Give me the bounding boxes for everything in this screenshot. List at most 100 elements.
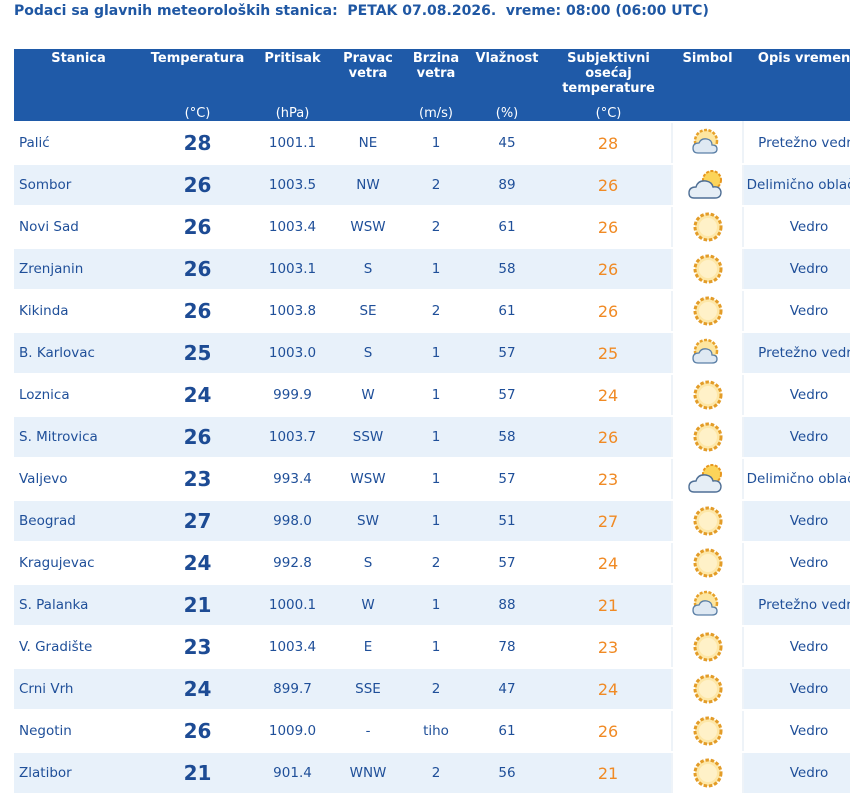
weather-icon bbox=[688, 753, 728, 793]
column-unit: (hPa) bbox=[275, 106, 310, 121]
table-cell: 61 bbox=[469, 709, 545, 753]
table-cell: Negotin bbox=[14, 709, 143, 753]
table-cell: 89 bbox=[469, 163, 545, 207]
table-cell: 26 bbox=[545, 415, 672, 459]
table-cell: V. Gradište bbox=[14, 625, 143, 669]
weather-icon bbox=[688, 375, 728, 415]
table-row: Crni Vrh 24 899.7 SSE 2 47 24 Vedro bbox=[14, 667, 850, 711]
column-name: Brzina vetra bbox=[412, 51, 460, 81]
table-cell: 88 bbox=[469, 583, 545, 627]
table-row: Kragujevac 24 992.8 S 2 57 24 Vedro bbox=[14, 541, 850, 585]
table-cell: 27 bbox=[545, 499, 672, 543]
table-cell: S bbox=[333, 331, 403, 375]
weather-icon bbox=[688, 165, 728, 205]
table-cell: 57 bbox=[469, 331, 545, 375]
table-cell: Zrenjanin bbox=[14, 247, 143, 291]
table-cell: 993.4 bbox=[252, 457, 333, 501]
table-row: Novi Sad 26 1003.4 WSW 2 61 26 Vedro bbox=[14, 205, 850, 249]
table-row: Negotin 26 1009.0- tiho 61 26 Vedro bbox=[14, 709, 850, 753]
table-cell: 24 bbox=[545, 541, 672, 585]
table-cell: 23 bbox=[545, 625, 672, 669]
symbol-cell bbox=[671, 709, 744, 753]
table-cell: Valjevo bbox=[14, 457, 143, 501]
table-cell: S. Mitrovica bbox=[14, 415, 143, 459]
table-cell: 24 bbox=[143, 541, 252, 585]
table-row: B. Karlovac 25 1003.0 S 1 57 25 Pretežno vedro bbox=[14, 331, 850, 375]
page-title: Podaci sa glavnih meteoroloških stanica:… bbox=[14, 3, 709, 19]
weather-icon bbox=[688, 417, 728, 457]
table-row: Zrenjanin 26 1003.1 S 1 58 26 Vedro bbox=[14, 247, 850, 291]
table-cell: NE bbox=[333, 121, 403, 165]
table-cell: 26 bbox=[545, 205, 672, 249]
column-name: Temperatura bbox=[150, 51, 245, 66]
table-cell: 24 bbox=[545, 667, 672, 711]
table-cell: 1 bbox=[403, 331, 469, 375]
table-cell: 24 bbox=[545, 373, 672, 417]
table-cell: Beograd bbox=[14, 499, 143, 543]
table-cell: W bbox=[333, 583, 403, 627]
table-cell: 57 bbox=[469, 373, 545, 417]
table-cell: SSE bbox=[333, 667, 403, 711]
table-cell: SW bbox=[333, 499, 403, 543]
description-cell: Vedro bbox=[743, 709, 850, 753]
table-cell: 1003.5 bbox=[252, 163, 333, 207]
weather-icon bbox=[688, 333, 728, 373]
table-cell: 1 bbox=[403, 457, 469, 501]
description-cell: Vedro bbox=[743, 415, 850, 459]
table-cell: 23 bbox=[143, 625, 252, 669]
table-cell: 2 bbox=[403, 163, 469, 207]
table-cell: 26 bbox=[143, 163, 252, 207]
table-cell: 21 bbox=[545, 751, 672, 795]
table-cell: 56 bbox=[469, 751, 545, 795]
weather-icon bbox=[688, 543, 728, 583]
table-cell: B. Karlovac bbox=[14, 331, 143, 375]
column-header: Temperatura (°C) bbox=[143, 49, 252, 122]
description-cell: Vedro bbox=[743, 499, 850, 543]
column-name: Subjektivni osećaj temperature bbox=[562, 51, 655, 96]
table-cell: 999.9 bbox=[252, 373, 333, 417]
table-cell: S bbox=[333, 247, 403, 291]
table-cell: 1003.1 bbox=[252, 247, 333, 291]
table-cell: Crni Vrh bbox=[14, 667, 143, 711]
weather-icon bbox=[688, 627, 728, 667]
table-cell: 61 bbox=[469, 289, 545, 333]
table-cell: 1 bbox=[403, 373, 469, 417]
table-cell: Palić bbox=[14, 121, 143, 165]
table-cell: Kragujevac bbox=[14, 541, 143, 585]
symbol-cell bbox=[671, 667, 744, 711]
table-cell: Loznica bbox=[14, 373, 143, 417]
weather-icon bbox=[688, 459, 728, 499]
table-cell: 26 bbox=[545, 163, 672, 207]
table-cell: 26 bbox=[545, 247, 672, 291]
table-cell: Novi Sad bbox=[14, 205, 143, 249]
table-cell: 57 bbox=[469, 457, 545, 501]
table-cell: 26 bbox=[143, 247, 252, 291]
table-cell: SSW bbox=[333, 415, 403, 459]
table-cell: Zlatibor bbox=[14, 751, 143, 795]
symbol-cell bbox=[671, 373, 744, 417]
table-cell: 1 bbox=[403, 499, 469, 543]
table-cell: 26 bbox=[143, 709, 252, 753]
table-cell: 1003.4 bbox=[252, 625, 333, 669]
table-cell: 28 bbox=[143, 121, 252, 165]
description-cell: Pretežno vedro bbox=[743, 331, 850, 375]
table-cell: 26 bbox=[143, 415, 252, 459]
table-cell: 992.8 bbox=[252, 541, 333, 585]
column-header: Pravac vetra bbox=[333, 49, 403, 122]
weather-icon bbox=[688, 501, 728, 541]
table-cell: E bbox=[333, 625, 403, 669]
table-cell: 26 bbox=[143, 289, 252, 333]
description-cell: Vedro bbox=[743, 205, 850, 249]
table-cell: NW bbox=[333, 163, 403, 207]
table-cell: 1003.8 bbox=[252, 289, 333, 333]
header-row: Stanica Temperatura (°C) Pritisak (hPa) Prava… bbox=[14, 49, 850, 122]
table-cell: 24 bbox=[143, 373, 252, 417]
table-cell: 1003.7 bbox=[252, 415, 333, 459]
symbol-cell bbox=[671, 331, 744, 375]
table-cell: - bbox=[333, 709, 403, 753]
table-row: Kikinda 26 1003.8 SE 2 61 26 Vedro bbox=[14, 289, 850, 333]
symbol-cell bbox=[671, 205, 744, 249]
column-unit: (m/s) bbox=[419, 106, 453, 121]
